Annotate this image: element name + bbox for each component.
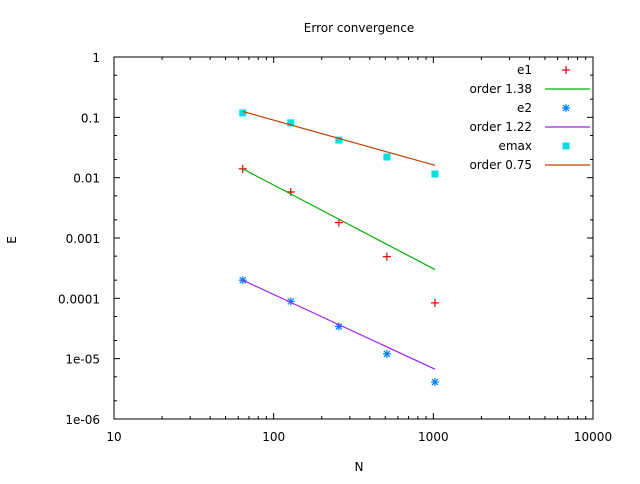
series-order-1-38: [242, 168, 436, 271]
x-tick-label: 10: [106, 430, 121, 444]
y-tick-label: 1e-05: [65, 353, 100, 367]
legend-label: order 1.22: [469, 120, 532, 134]
legend-label: e1: [517, 63, 532, 77]
legend: e1 order 1.38 e2 order 1.22 emax order 0.75: [469, 63, 590, 172]
series-emax: [239, 109, 439, 178]
chart-title: Error convergence: [304, 21, 414, 35]
legend-label: order 1.38: [469, 82, 532, 96]
x-axis-label: N: [355, 460, 364, 474]
legend-label: emax: [498, 139, 532, 153]
y-tick-label: 0.01: [73, 172, 100, 186]
legend-label: order 0.75: [469, 158, 532, 172]
y-tick-label: 0.1: [81, 111, 100, 125]
axes: 10 100 1000 10000 1e-06 1e-05 0.0001 0.001 0.01 0…: [58, 51, 612, 444]
y-axis-label: E: [5, 236, 19, 244]
y-tick-label: 0.001: [66, 232, 100, 246]
y-tick-label: 1e-06: [65, 413, 100, 427]
series-order-1-22: [242, 279, 436, 370]
x-tick-label: 100: [262, 430, 285, 444]
x-tick-label: 1000: [418, 430, 449, 444]
series-layer: [238, 109, 439, 387]
series-order-0-75: [242, 110, 436, 166]
series-e2: [238, 276, 439, 387]
legend-label: e2: [517, 101, 532, 115]
series-e1: [238, 164, 439, 307]
x-tick-label: 10000: [574, 430, 612, 444]
y-tick-label: 0.0001: [58, 292, 100, 306]
y-tick-label: 1: [92, 51, 100, 65]
